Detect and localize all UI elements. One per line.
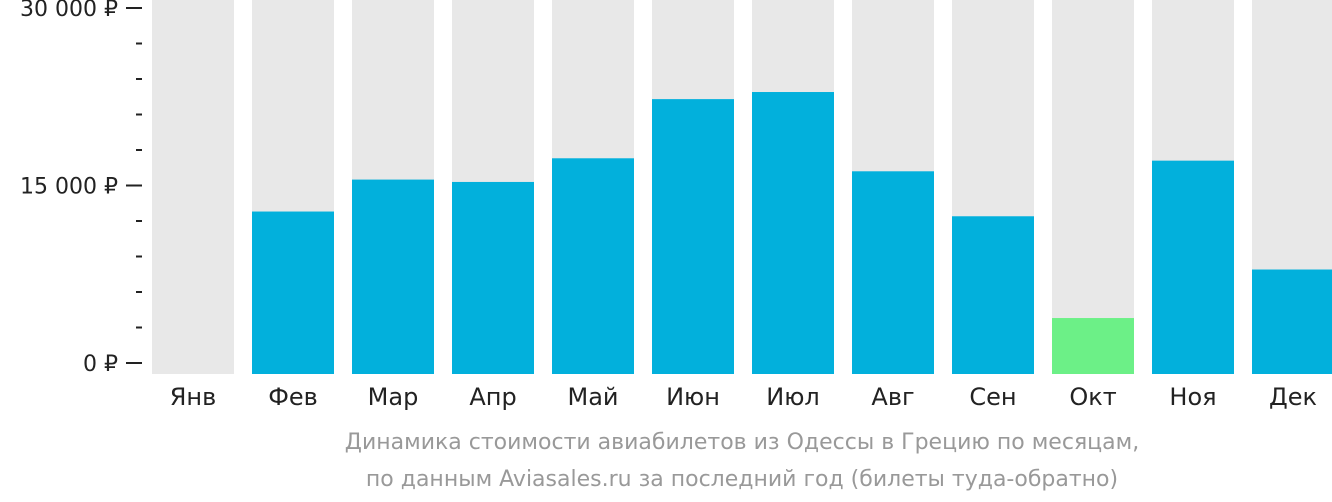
- price-bar: [752, 92, 834, 375]
- y-tick-label: 0 ₽: [83, 352, 118, 377]
- month-label: Авг: [871, 383, 914, 411]
- price-bar: [1152, 160, 1234, 374]
- background-bar: [152, 0, 234, 374]
- chart-caption-line-1: Динамика стоимости авиабилетов из Одессы…: [344, 430, 1140, 455]
- price-bar: [252, 211, 334, 374]
- price-bar: [352, 179, 434, 374]
- y-tick-label: 15 000 ₽: [20, 175, 118, 200]
- price-bar-chart: 0 ₽ 15 000 ₽ 30 000 ₽ Янв Фев Мар Апр Май Июн Ию…: [20, 0, 1332, 411]
- month-label: Дек: [1269, 383, 1317, 411]
- month-label: Янв: [170, 383, 217, 411]
- price-bar: [852, 171, 934, 374]
- background-bar: [1052, 0, 1134, 374]
- price-bar: [1052, 318, 1134, 374]
- price-bar: [952, 216, 1034, 374]
- price-bar: [652, 99, 734, 374]
- price-bar: [452, 181, 534, 374]
- month-label: Апр: [469, 383, 516, 411]
- y-tick-label: 30 000 ₽: [20, 0, 118, 22]
- month-label: Сен: [969, 383, 1016, 411]
- x-axis-labels: Янв Фев Мар Апр Май Июн Июл Авг Сен Окт Ноя Дек: [170, 383, 1317, 411]
- price-bar: [552, 158, 634, 374]
- month-label: Окт: [1069, 383, 1116, 411]
- month-label: Мар: [368, 383, 419, 411]
- chart-caption-line-2: по данным Aviasales.ru за последний год …: [365, 467, 1119, 492]
- month-label: Фев: [268, 383, 318, 411]
- month-label: Июн: [666, 383, 720, 411]
- price-bars: [252, 92, 1332, 375]
- y-axis: 0 ₽ 15 000 ₽ 30 000 ₽: [20, 0, 142, 377]
- month-label: Июл: [766, 383, 820, 411]
- price-bar: [1252, 269, 1332, 374]
- month-label: Ноя: [1169, 383, 1216, 411]
- month-label: Май: [567, 383, 618, 411]
